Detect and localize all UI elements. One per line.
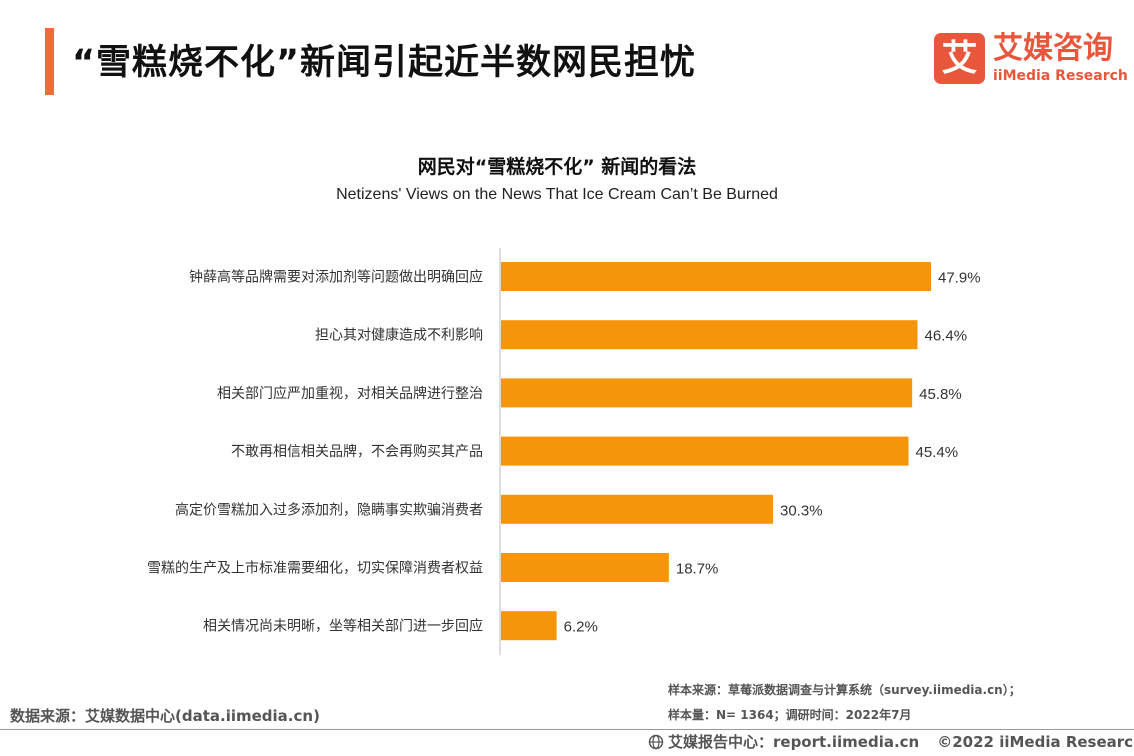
category-label-0: 钟薛高等品牌需要对添加剂等问题做出明确回应 [189,269,483,286]
category-label-3: 不敢再相信相关品牌，不会再购买其产品 [231,443,483,460]
logo-chinese-name: 艾媒咨询 [993,31,1113,66]
data-source: 数据来源：艾媒数据中心(data.iimedia.cn) [10,707,320,725]
report-center-link[interactable]: 艾媒报告中心：report.iimedia.cn [668,733,920,751]
value-label-0: 47.9% [938,270,981,287]
logo-mark: 艾 [934,33,985,84]
value-label-1: 46.4% [925,328,968,345]
chart-title: 网民对“雪糕烧不化” 新闻的看法 [417,156,697,178]
iimedia-logo: 艾 艾媒咨询 iiMedia Research [934,31,1128,88]
logo-english-name: iiMedia Research [993,68,1128,84]
title-accent-bar [45,28,54,95]
value-label-5: 18.7% [676,561,719,578]
copyright: ©2022 iiMedia Research Inc [937,732,1134,751]
footer: 艾媒报告中心：report.iimedia.cn ©2022 iiMedia R… [648,731,1134,752]
footer-divider [0,729,1134,730]
value-label-4: 30.3% [780,502,823,519]
page-title: “雪糕烧不化”新闻引起近半数网民担忧 [72,43,697,83]
sample-size-note: 样本量：N= 1364；调研时间：2022年7月 [668,708,912,722]
value-label-6: 6.2% [564,619,598,636]
bar-2 [501,378,913,408]
bar-0 [501,262,931,291]
category-label-5: 雪糕的生产及上市标准需要细化，切实保障消费者权益 [147,560,483,577]
globe-icon [648,734,664,749]
chart-subtitle: Netizens' Views on the News That Ice Cre… [336,186,778,203]
bar-4 [501,494,774,524]
category-label-1: 担心其对健康造成不利影响 [315,327,483,344]
bar-5 [501,553,669,582]
category-label-6: 相关情况尚未明晰，坐等相关部门进一步回应 [203,618,483,635]
bar-3 [501,436,909,466]
bar-1 [501,320,918,350]
value-label-3: 45.4% [916,444,959,461]
category-label-2: 相关部门应严加重视，对相关品牌进行整治 [217,385,483,402]
value-label-2: 45.8% [919,386,962,403]
bar-6 [501,611,557,641]
category-label-4: 高定价雪糕加入过多添加剂，隐瞒事实欺骗消费者 [175,501,483,518]
sample-source-note: 样本来源：草莓派数据调查与计算系统（survey.iimedia.cn）； [668,683,1021,697]
